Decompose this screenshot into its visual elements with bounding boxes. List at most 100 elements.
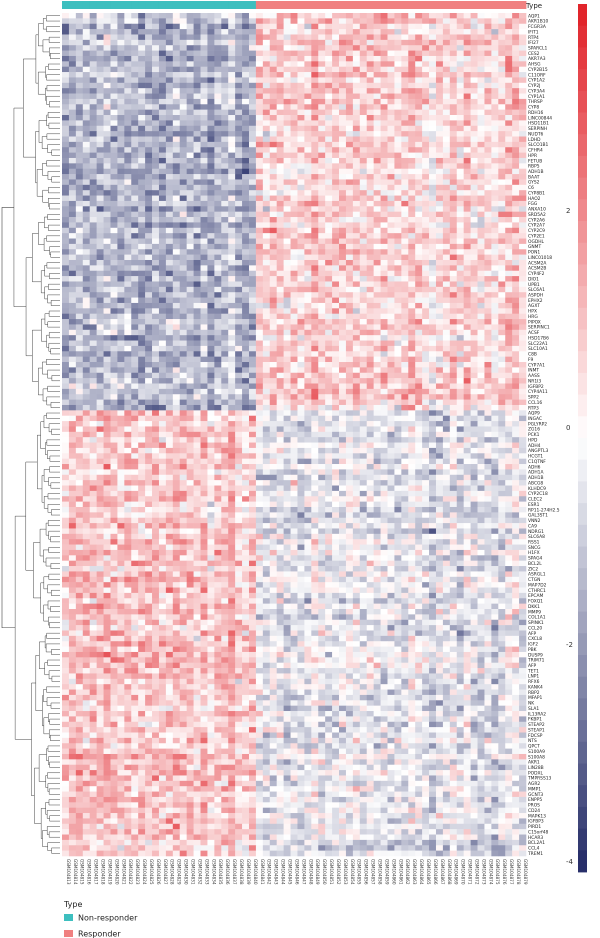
dendrogram-branch: [46, 632, 60, 639]
heatmap-cell: [172, 13, 181, 19]
heatmap-cell: [200, 152, 208, 159]
heatmap-cell: [62, 345, 70, 352]
heatmap-cell: [290, 254, 298, 261]
heatmap-cell: [318, 356, 326, 363]
heatmap-cell: [359, 222, 368, 229]
heatmap-cell: [449, 217, 458, 223]
heatmap-cell: [519, 308, 527, 314]
heatmap-cell: [449, 131, 458, 137]
heatmap-cell: [235, 39, 243, 46]
heatmap-cell: [221, 324, 229, 331]
heatmap-cell: [442, 217, 451, 223]
heatmap-cell: [179, 136, 187, 143]
heatmap-cell: [449, 136, 458, 143]
heatmap-cell: [283, 131, 291, 137]
heatmap-cell: [193, 286, 201, 293]
heatmap-cell: [422, 276, 430, 282]
heatmap-cell: [124, 152, 132, 159]
heatmap-cell: [221, 141, 229, 148]
heatmap-cell: [435, 195, 444, 202]
heatmap-cell: [387, 13, 395, 19]
heatmap-cell: [318, 286, 326, 293]
heatmap-cell: [68, 286, 77, 293]
heatmap-cell: [62, 313, 70, 320]
heatmap-cell: [498, 104, 506, 110]
annotation-cell: [262, 1, 271, 9]
heatmap-cell: [110, 276, 118, 282]
heatmap-cell: [68, 372, 77, 379]
heatmap-cell: [505, 340, 513, 347]
heatmap-cell: [325, 286, 333, 293]
heatmap-cell: [387, 82, 395, 89]
dendrogram-branch: [50, 536, 60, 543]
heatmap-cell: [442, 356, 451, 363]
heatmap-cell: [484, 233, 492, 239]
dendrogram-branch: [50, 509, 60, 516]
heatmap-cell: [117, 302, 125, 309]
heatmap-cell: [422, 125, 430, 132]
heatmap-cell: [255, 18, 264, 25]
heatmap-cell: [297, 190, 305, 196]
heatmap-cell: [221, 206, 229, 212]
heatmap-cell: [352, 259, 361, 266]
heatmap-cell: [304, 77, 312, 84]
heatmap-cell: [152, 286, 160, 293]
heatmap-cell: [449, 367, 458, 374]
heatmap-cell: [429, 131, 437, 137]
heatmap-cell: [152, 184, 160, 191]
heatmap-cell: [214, 217, 222, 223]
heatmap-cell: [179, 115, 187, 121]
heatmap-cell: [75, 93, 84, 100]
heatmap-cell: [311, 104, 319, 110]
heatmap-cell: [498, 388, 506, 395]
heatmap-cell: [512, 104, 520, 110]
heatmap-cell: [62, 157, 70, 164]
heatmap-cell: [477, 109, 485, 116]
heatmap-cell: [519, 82, 527, 89]
heatmap-cell: [262, 88, 271, 94]
heatmap-cell: [429, 168, 437, 175]
heatmap-cell: [290, 195, 298, 202]
heatmap-cell: [242, 297, 250, 304]
heatmap-cell: [117, 297, 125, 304]
heatmap-cell: [325, 259, 333, 266]
heatmap-cell: [297, 72, 305, 78]
heatmap-cell: [477, 356, 485, 363]
heatmap-cell: [75, 157, 84, 164]
heatmap-cell: [152, 281, 160, 288]
heatmap-cell: [207, 233, 215, 239]
heatmap-cell: [519, 222, 527, 229]
heatmap-cell: [394, 98, 402, 105]
heatmap-cell: [463, 61, 471, 67]
heatmap-cell: [449, 211, 458, 218]
dendrogram-branch: [48, 670, 60, 680]
heatmap-cell: [456, 13, 464, 19]
heatmap-cell: [96, 211, 104, 218]
heatmap-cell: [373, 319, 381, 325]
heatmap-cell: [318, 335, 326, 341]
heatmap-cell: [435, 39, 444, 46]
heatmap-cell: [498, 88, 506, 94]
heatmap-cell: [75, 270, 84, 277]
heatmap-cell: [68, 249, 77, 255]
heatmap-cell: [124, 324, 132, 331]
heatmap-cell: [242, 356, 250, 363]
heatmap-cell: [491, 292, 499, 298]
heatmap-cell: [165, 297, 174, 304]
heatmap-cell: [235, 378, 243, 384]
heatmap-cell: [269, 383, 277, 390]
heatmap-cell: [519, 297, 527, 304]
heatmap-cell: [345, 238, 354, 245]
heatmap-cell: [373, 345, 381, 352]
heatmap-cell: [193, 163, 201, 170]
heatmap-cell: [290, 200, 298, 207]
heatmap-cell: [186, 254, 194, 261]
heatmap-cell: [512, 259, 520, 266]
heatmap-cell: [89, 82, 97, 89]
heatmap-cell: [429, 98, 437, 105]
heatmap-cell: [505, 152, 513, 159]
heatmap-cell: [463, 77, 471, 84]
heatmap-cell: [138, 109, 146, 116]
heatmap-cell: [172, 190, 181, 196]
heatmap-cell: [456, 259, 464, 266]
